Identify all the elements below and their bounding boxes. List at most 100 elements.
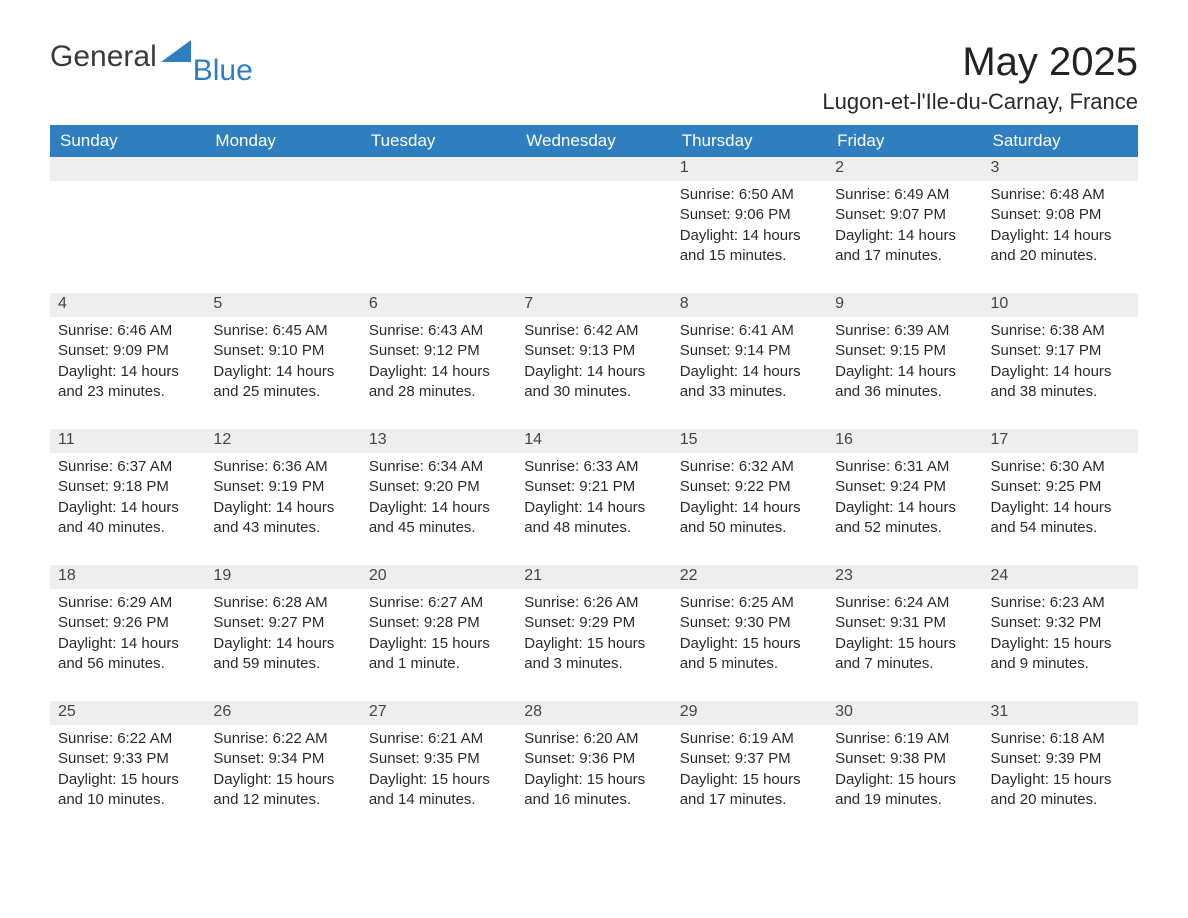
daynum-row: 18192021222324 <box>50 565 1138 589</box>
day-number: 17 <box>991 431 1009 448</box>
sunset-text: Sunset: 9:35 PM <box>369 749 508 769</box>
day-number-cell: 29 <box>672 701 827 725</box>
sunset-text: Sunset: 9:21 PM <box>524 477 663 497</box>
sunset-text: Sunset: 9:38 PM <box>835 749 974 769</box>
sunset-text: Sunset: 9:08 PM <box>991 205 1130 225</box>
day-number-cell: 19 <box>205 565 360 589</box>
sunrise-text: Sunrise: 6:20 AM <box>524 729 663 749</box>
day-number-cell <box>50 157 205 181</box>
day-content-cell: Sunrise: 6:45 AMSunset: 9:10 PMDaylight:… <box>205 317 360 429</box>
header: General Blue May 2025 Lugon-et-l'Ile-du-… <box>50 40 1138 115</box>
day-content-cell: Sunrise: 6:27 AMSunset: 9:28 PMDaylight:… <box>361 589 516 701</box>
sunrise-text: Sunrise: 6:23 AM <box>991 593 1130 613</box>
day-number: 5 <box>213 295 222 312</box>
day-content-cell: Sunrise: 6:22 AMSunset: 9:33 PMDaylight:… <box>50 725 205 837</box>
daynum-row: 123 <box>50 157 1138 181</box>
sunset-text: Sunset: 9:33 PM <box>58 749 197 769</box>
day-number: 23 <box>835 567 853 584</box>
daylight-text: Daylight: 14 hours and 59 minutes. <box>213 634 352 675</box>
day-number-cell: 1 <box>672 157 827 181</box>
month-title: May 2025 <box>822 40 1138 85</box>
day-content-cell: Sunrise: 6:42 AMSunset: 9:13 PMDaylight:… <box>516 317 671 429</box>
day-number: 18 <box>58 567 76 584</box>
day-number: 21 <box>524 567 542 584</box>
sunset-text: Sunset: 9:07 PM <box>835 205 974 225</box>
day-number: 13 <box>369 431 387 448</box>
day-header: Wednesday <box>516 125 671 157</box>
sunrise-text: Sunrise: 6:48 AM <box>991 185 1130 205</box>
daylight-text: Daylight: 15 hours and 17 minutes. <box>680 770 819 811</box>
day-number: 31 <box>991 703 1009 720</box>
daylight-text: Daylight: 15 hours and 10 minutes. <box>58 770 197 811</box>
sunset-text: Sunset: 9:28 PM <box>369 613 508 633</box>
daylight-text: Daylight: 14 hours and 23 minutes. <box>58 362 197 403</box>
day-number-cell: 31 <box>983 701 1138 725</box>
sunset-text: Sunset: 9:22 PM <box>680 477 819 497</box>
sunset-text: Sunset: 9:36 PM <box>524 749 663 769</box>
day-number-cell: 8 <box>672 293 827 317</box>
sunrise-text: Sunrise: 6:24 AM <box>835 593 974 613</box>
day-number-cell: 18 <box>50 565 205 589</box>
day-number-cell: 7 <box>516 293 671 317</box>
content-row: Sunrise: 6:50 AMSunset: 9:06 PMDaylight:… <box>50 181 1138 293</box>
day-number: 16 <box>835 431 853 448</box>
day-number-cell: 10 <box>983 293 1138 317</box>
day-number-cell: 3 <box>983 157 1138 181</box>
day-number-cell: 5 <box>205 293 360 317</box>
day-content-cell: Sunrise: 6:41 AMSunset: 9:14 PMDaylight:… <box>672 317 827 429</box>
day-number-cell: 21 <box>516 565 671 589</box>
day-content-cell <box>361 181 516 293</box>
day-number-cell: 4 <box>50 293 205 317</box>
logo-text-1: General <box>50 40 157 74</box>
day-header-row: Sunday Monday Tuesday Wednesday Thursday… <box>50 125 1138 157</box>
sunrise-text: Sunrise: 6:29 AM <box>58 593 197 613</box>
sunrise-text: Sunrise: 6:26 AM <box>524 593 663 613</box>
sunrise-text: Sunrise: 6:49 AM <box>835 185 974 205</box>
logo-triangle-icon <box>161 40 191 62</box>
day-number-cell: 26 <box>205 701 360 725</box>
day-number-cell <box>516 157 671 181</box>
day-content-cell: Sunrise: 6:29 AMSunset: 9:26 PMDaylight:… <box>50 589 205 701</box>
sunrise-text: Sunrise: 6:31 AM <box>835 457 974 477</box>
sunrise-text: Sunrise: 6:37 AM <box>58 457 197 477</box>
day-number-cell: 12 <box>205 429 360 453</box>
day-number-cell: 24 <box>983 565 1138 589</box>
sunset-text: Sunset: 9:24 PM <box>835 477 974 497</box>
day-content-cell: Sunrise: 6:18 AMSunset: 9:39 PMDaylight:… <box>983 725 1138 837</box>
day-number-cell: 23 <box>827 565 982 589</box>
sunrise-text: Sunrise: 6:19 AM <box>835 729 974 749</box>
sunset-text: Sunset: 9:17 PM <box>991 341 1130 361</box>
sunset-text: Sunset: 9:13 PM <box>524 341 663 361</box>
day-number-cell: 14 <box>516 429 671 453</box>
sunset-text: Sunset: 9:10 PM <box>213 341 352 361</box>
day-number: 19 <box>213 567 231 584</box>
day-content-cell: Sunrise: 6:32 AMSunset: 9:22 PMDaylight:… <box>672 453 827 565</box>
daylight-text: Daylight: 15 hours and 5 minutes. <box>680 634 819 675</box>
day-content-cell: Sunrise: 6:22 AMSunset: 9:34 PMDaylight:… <box>205 725 360 837</box>
sunset-text: Sunset: 9:19 PM <box>213 477 352 497</box>
daylight-text: Daylight: 15 hours and 9 minutes. <box>991 634 1130 675</box>
daylight-text: Daylight: 14 hours and 15 minutes. <box>680 226 819 267</box>
day-content-cell: Sunrise: 6:20 AMSunset: 9:36 PMDaylight:… <box>516 725 671 837</box>
daylight-text: Daylight: 15 hours and 19 minutes. <box>835 770 974 811</box>
sunrise-text: Sunrise: 6:28 AM <box>213 593 352 613</box>
title-block: May 2025 Lugon-et-l'Ile-du-Carnay, Franc… <box>822 40 1138 115</box>
day-number: 7 <box>524 295 533 312</box>
day-content-cell: Sunrise: 6:30 AMSunset: 9:25 PMDaylight:… <box>983 453 1138 565</box>
daylight-text: Daylight: 14 hours and 28 minutes. <box>369 362 508 403</box>
daylight-text: Daylight: 15 hours and 3 minutes. <box>524 634 663 675</box>
day-content-cell: Sunrise: 6:34 AMSunset: 9:20 PMDaylight:… <box>361 453 516 565</box>
daylight-text: Daylight: 14 hours and 17 minutes. <box>835 226 974 267</box>
daylight-text: Daylight: 14 hours and 30 minutes. <box>524 362 663 403</box>
sunrise-text: Sunrise: 6:43 AM <box>369 321 508 341</box>
sunset-text: Sunset: 9:20 PM <box>369 477 508 497</box>
sunrise-text: Sunrise: 6:45 AM <box>213 321 352 341</box>
daylight-text: Daylight: 14 hours and 40 minutes. <box>58 498 197 539</box>
sunset-text: Sunset: 9:26 PM <box>58 613 197 633</box>
sunrise-text: Sunrise: 6:50 AM <box>680 185 819 205</box>
day-number: 3 <box>991 159 1000 176</box>
day-content-cell: Sunrise: 6:43 AMSunset: 9:12 PMDaylight:… <box>361 317 516 429</box>
sunset-text: Sunset: 9:09 PM <box>58 341 197 361</box>
day-number: 24 <box>991 567 1009 584</box>
day-number-cell: 28 <box>516 701 671 725</box>
